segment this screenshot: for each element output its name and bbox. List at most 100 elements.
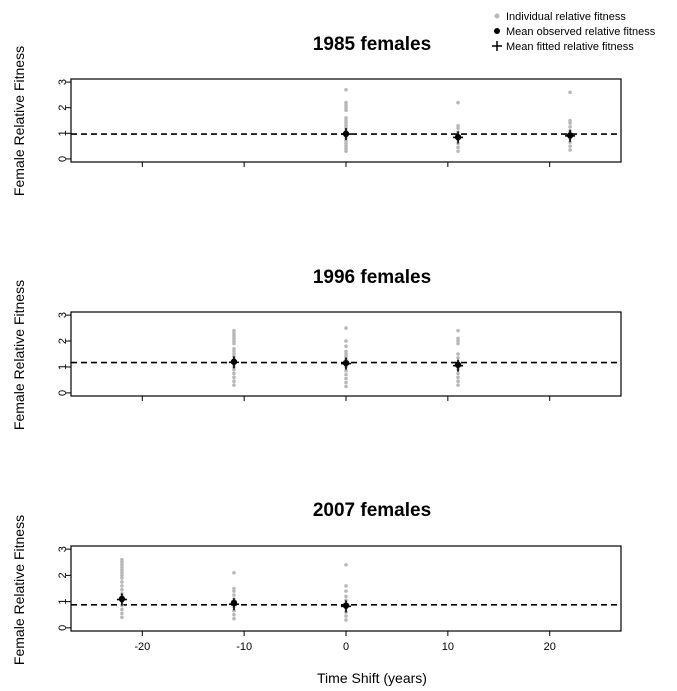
individual-point bbox=[568, 118, 572, 123]
individual-point bbox=[232, 328, 236, 333]
chart-panel-2: 1996 females Female Relative Fitness 0 1 2 3 bbox=[11, 267, 622, 430]
individual-point bbox=[232, 570, 236, 575]
y-tick-label: 2 bbox=[57, 572, 69, 578]
x-tick-label: 0 bbox=[343, 641, 349, 653]
mean-fitted-marker bbox=[228, 356, 239, 369]
individual-point bbox=[232, 347, 236, 351]
mean-fitted-marker bbox=[341, 357, 351, 370]
individual-point bbox=[344, 123, 348, 128]
y-tick-label: 1 bbox=[57, 599, 69, 605]
individual-point bbox=[456, 149, 460, 154]
individual-point bbox=[232, 589, 236, 593]
y-tick-label: 1 bbox=[57, 130, 69, 136]
individual-point bbox=[456, 328, 460, 333]
individual-point bbox=[232, 616, 236, 621]
y-tick-label: 0 bbox=[57, 390, 69, 396]
legend-label-mean-fitted: Mean fitted relative fitness bbox=[506, 41, 634, 53]
individual-point bbox=[232, 349, 236, 354]
individual-point bbox=[456, 100, 460, 105]
individual-point bbox=[344, 594, 348, 599]
individual-point bbox=[120, 576, 124, 580]
individual-point bbox=[568, 144, 572, 148]
individual-point bbox=[120, 588, 124, 592]
mean-fitted-marker bbox=[116, 593, 127, 606]
individual-point bbox=[232, 608, 236, 613]
individual-point bbox=[120, 611, 124, 616]
individual-point bbox=[344, 149, 348, 154]
individual-point bbox=[568, 125, 572, 129]
individual-point bbox=[120, 565, 124, 570]
legend-marker-mean-fitted bbox=[492, 41, 502, 51]
chart-panel-3: 2007 females Female Relative Fitness 0 1 2 3 -… bbox=[11, 500, 622, 665]
individual-point bbox=[344, 108, 348, 113]
individual-point bbox=[344, 139, 348, 143]
panel-title: 1985 females bbox=[313, 34, 431, 55]
individual-point bbox=[344, 352, 348, 356]
individual-point bbox=[344, 105, 348, 110]
x-tick-label: -20 bbox=[134, 641, 150, 653]
individual-point bbox=[344, 598, 348, 603]
individual-point bbox=[344, 380, 348, 385]
y-tick-label: 3 bbox=[57, 79, 69, 85]
individual-point bbox=[344, 87, 348, 92]
individual-point bbox=[120, 573, 124, 578]
individual-point bbox=[456, 383, 460, 387]
individual-point bbox=[232, 367, 236, 372]
individual-point bbox=[232, 331, 236, 336]
individual-point bbox=[344, 344, 348, 349]
individual-point bbox=[344, 326, 348, 330]
individual-point bbox=[456, 336, 460, 341]
individual-point bbox=[344, 563, 348, 567]
individual-point bbox=[344, 589, 348, 593]
y-tick-label: 1 bbox=[57, 364, 69, 370]
individual-point bbox=[232, 586, 236, 591]
individual-point bbox=[120, 563, 124, 567]
individual-point bbox=[232, 375, 236, 380]
y-tick-label: 2 bbox=[57, 338, 69, 344]
individual-point bbox=[456, 126, 460, 130]
individual-point bbox=[456, 339, 460, 343]
individual-point bbox=[344, 116, 348, 120]
individual-point bbox=[344, 618, 348, 622]
individual-point bbox=[344, 103, 348, 107]
individual-point bbox=[120, 615, 124, 620]
individual-point bbox=[456, 145, 460, 150]
individual-point bbox=[120, 570, 124, 575]
individual-point bbox=[456, 371, 460, 376]
panel-title: 1996 females bbox=[313, 267, 431, 288]
individual-point bbox=[344, 584, 348, 588]
individual-point bbox=[344, 354, 348, 359]
individual-point bbox=[456, 141, 460, 146]
legend-marker-mean-observed bbox=[494, 28, 500, 34]
individual-point bbox=[232, 593, 236, 597]
individual-point bbox=[120, 557, 124, 562]
individual-point bbox=[344, 144, 348, 148]
individual-point bbox=[344, 141, 348, 146]
mean-fitted-marker bbox=[228, 598, 239, 611]
individual-point bbox=[344, 376, 348, 381]
individual-point bbox=[344, 100, 348, 105]
y-tick-label: 3 bbox=[57, 312, 69, 318]
individual-point bbox=[232, 334, 236, 338]
individual-point bbox=[568, 140, 572, 145]
individual-point bbox=[232, 341, 236, 346]
y-axis-label: Female Relative Fitness bbox=[11, 46, 27, 196]
individual-point bbox=[344, 121, 348, 125]
individual-point bbox=[120, 568, 124, 572]
individual-point bbox=[344, 118, 348, 123]
individual-point bbox=[232, 612, 236, 617]
legend: Individual relative fitness Mean observe… bbox=[492, 11, 656, 53]
individual-point bbox=[344, 339, 348, 343]
mean-fitted-marker bbox=[453, 131, 464, 144]
y-axis-label: Female Relative Fitness bbox=[11, 280, 27, 430]
individual-point bbox=[120, 580, 124, 584]
individual-point bbox=[120, 603, 124, 608]
y-axis-label: Female Relative Fitness bbox=[11, 515, 27, 665]
individual-point bbox=[456, 379, 460, 384]
individual-point bbox=[344, 146, 348, 151]
individual-point bbox=[232, 371, 236, 376]
individual-point bbox=[232, 336, 236, 341]
individual-point bbox=[232, 383, 236, 387]
legend-marker-individual bbox=[494, 13, 500, 19]
